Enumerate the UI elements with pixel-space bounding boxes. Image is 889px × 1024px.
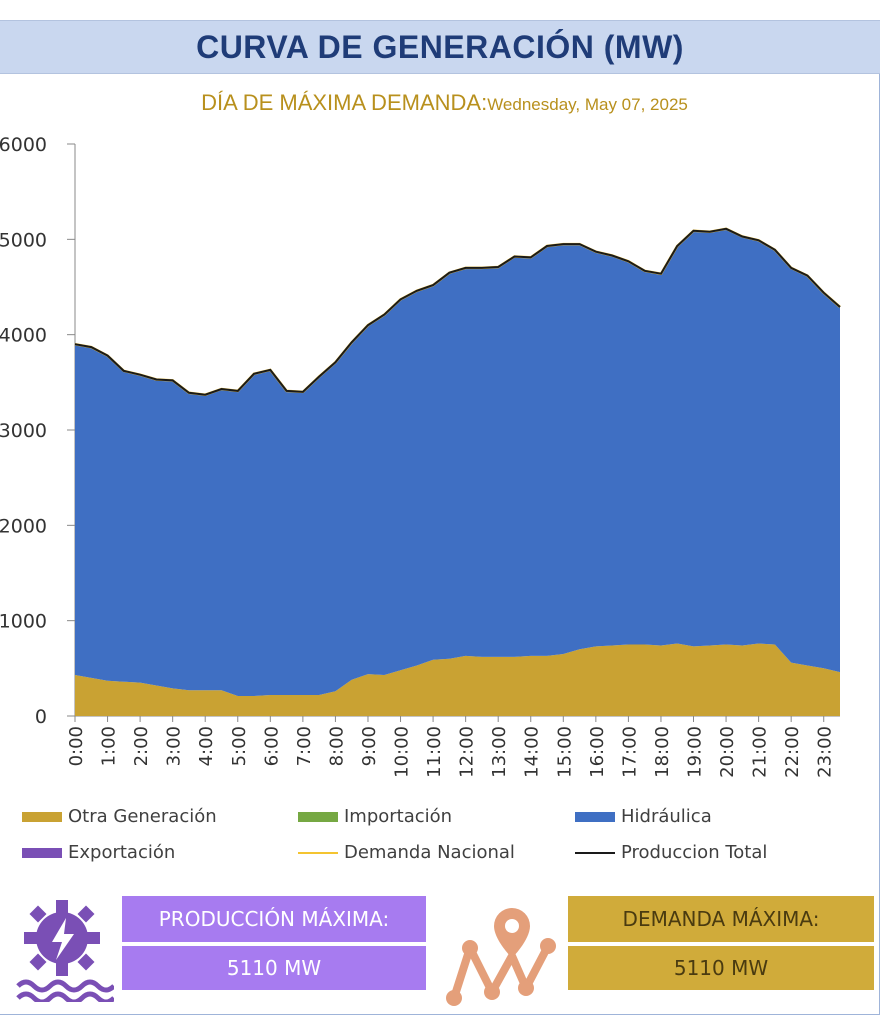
x-tick-label: 17:00 <box>619 726 640 778</box>
y-tick-label: 0 <box>35 706 47 728</box>
produccion-maxima-label: PRODUCCIÓN MÁXIMA: <box>122 896 426 942</box>
x-tick-label: 6:00 <box>261 726 282 766</box>
legend-swatch-demanda <box>298 851 338 854</box>
x-tick-label: 2:00 <box>131 726 152 766</box>
legend-swatch-hidraulica <box>575 811 615 822</box>
legend-item-exportacion: Exportación <box>22 842 175 863</box>
legend-item-produccion: Produccion Total <box>575 842 767 863</box>
x-tick-label: 14:00 <box>522 726 543 778</box>
y-tick-label: 5000 <box>0 229 47 251</box>
generation-area-chart: 0 1000 2000 3000 4000 5000 6000 0:00 1:00 2:00 3:0… <box>0 134 841 778</box>
x-tick-label: 18:00 <box>652 726 673 778</box>
legend-label-hidraulica: Hidráulica <box>621 806 712 827</box>
x-tick-label: 5:00 <box>229 726 250 766</box>
x-tick-label: 10:00 <box>392 726 413 778</box>
x-tick-label: 7:00 <box>294 726 315 766</box>
location-route-icon <box>446 908 556 1006</box>
chart-frame <box>0 74 880 1015</box>
legend-swatch-produccion <box>575 851 615 854</box>
legend-item-otra: Otra Generación <box>22 806 217 827</box>
x-tick-label: 15:00 <box>554 726 575 778</box>
legend-swatch-importacion <box>298 811 338 822</box>
x-tick-label: 19:00 <box>685 726 706 778</box>
area-otra <box>75 643 840 716</box>
legend: Otra Generación Importación Hidráulica E… <box>0 800 889 870</box>
x-tick-label: 11:00 <box>424 726 445 778</box>
x-tick-label: 3:00 <box>164 726 185 766</box>
area-hidraulica <box>75 228 840 697</box>
legend-item-importacion: Importación <box>298 806 452 827</box>
hydro-power-icon <box>16 900 114 1002</box>
demanda-maxima-value: 5110 MW <box>568 946 874 990</box>
x-tick-label: 4:00 <box>196 726 217 766</box>
x-tick-label: 22:00 <box>782 726 803 778</box>
legend-label-exportacion: Exportación <box>68 842 176 863</box>
legend-swatch-otra <box>22 811 62 822</box>
y-tick-label: 2000 <box>0 515 47 537</box>
x-tick-label: 13:00 <box>489 726 510 778</box>
produccion-maxima-value: 5110 MW <box>122 946 426 990</box>
x-tick-label: 16:00 <box>587 726 608 778</box>
y-tick-label: 3000 <box>0 420 47 442</box>
legend-item-hidraulica: Hidráulica <box>575 806 712 827</box>
x-tick-label: 8:00 <box>326 726 347 766</box>
x-tick-label: 23:00 <box>815 726 836 778</box>
chart-title: CURVA DE GENERACIÓN (MW) <box>196 28 684 65</box>
subtitle-date: Wednesday, May 07, 2025 <box>487 95 688 114</box>
subtitle: DÍA DE MÁXIMA DEMANDA:Wednesday, May 07,… <box>0 90 889 116</box>
legend-swatch-exportacion <box>22 847 62 858</box>
legend-label-produccion: Produccion Total <box>621 842 768 863</box>
y-tick-label: 6000 <box>0 134 47 156</box>
demanda-maxima-label: DEMANDA MÁXIMA: <box>568 896 874 942</box>
x-tick-label: 21:00 <box>750 726 771 778</box>
y-tick-label: 4000 <box>0 325 47 347</box>
y-tick-label: 1000 <box>0 611 47 633</box>
legend-label-demanda: Demanda Nacional <box>344 842 515 863</box>
x-tick-label: 20:00 <box>717 726 738 778</box>
legend-label-otra: Otra Generación <box>68 806 217 827</box>
x-tick-label: 0:00 <box>66 726 87 766</box>
legend-item-demanda: Demanda Nacional <box>298 842 515 863</box>
line-produccion <box>74 227 841 396</box>
title-bar: CURVA DE GENERACIÓN (MW) <box>0 20 880 74</box>
x-tick-label: 9:00 <box>359 726 380 766</box>
subtitle-label: DÍA DE MÁXIMA DEMANDA: <box>201 90 488 115</box>
x-tick-label: 12:00 <box>457 726 478 778</box>
x-tick-label: 1:00 <box>99 726 120 766</box>
legend-label-importacion: Importación <box>344 806 453 827</box>
